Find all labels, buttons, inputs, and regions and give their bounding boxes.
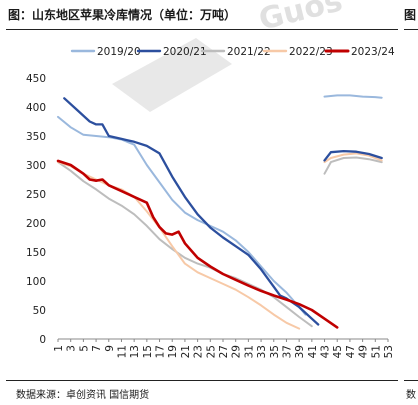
x-tick-label: 39 (294, 345, 306, 358)
x-tick-label: 23 (193, 345, 205, 358)
x-tick-label: 1 (53, 345, 65, 352)
y-tick-label: 400 (26, 102, 46, 114)
y-tick-label: 300 (26, 160, 46, 172)
y-tick-label: 0 (39, 334, 46, 346)
x-tick-label: 37 (281, 345, 293, 358)
x-tick-label: 21 (180, 345, 192, 358)
watermark-text: Guos (255, 0, 345, 38)
x-tick-label: 33 (256, 345, 268, 358)
cut-off-source: 数 (406, 390, 416, 401)
x-tick-label: 27 (218, 345, 230, 358)
y-tick-label: 250 (26, 189, 46, 201)
y-tick-label: 200 (26, 218, 46, 230)
bottom-divider-right (404, 380, 418, 381)
x-tick-label: 17 (155, 345, 167, 358)
y-tick-label: 450 (26, 73, 46, 85)
series-line (323, 149, 383, 162)
series-line (323, 94, 383, 99)
x-tick-label: 51 (370, 345, 382, 358)
chart-title: 图：山东地区苹果冷库情况（单位：万吨） (8, 8, 237, 22)
y-tick-label: 350 (26, 131, 46, 143)
x-tick-label: 15 (142, 345, 154, 358)
series-line (63, 97, 320, 326)
x-tick-label: 53 (383, 345, 395, 358)
series-line (56, 159, 339, 329)
x-tick-label: 11 (116, 345, 128, 358)
y-tick-label: 100 (26, 276, 46, 288)
cut-off-title: 图 (404, 8, 417, 22)
watermark-shape (112, 38, 232, 112)
series-line (57, 115, 307, 316)
x-tick-label: 43 (320, 345, 332, 358)
top-divider (6, 29, 398, 30)
x-tick-label: 49 (358, 345, 370, 358)
legend-label: 2023/24 (351, 46, 395, 58)
x-tick-label: 45 (332, 345, 344, 358)
x-tick-label: 5 (78, 345, 90, 352)
x-tick-label: 9 (104, 345, 116, 352)
source-note: 数据来源：卓创资讯 国信期货 (16, 390, 150, 401)
x-tick-label: 31 (243, 345, 255, 358)
bottom-divider (6, 380, 398, 381)
series-2020-21 (63, 97, 383, 326)
y-tick-label: 50 (33, 305, 46, 317)
legend-label: 2020/21 (163, 46, 207, 58)
x-tick-label: 35 (269, 345, 281, 358)
series-line (323, 152, 383, 164)
x-tick-label: 25 (205, 345, 217, 358)
series-2023-24 (56, 159, 339, 329)
x-tick-label: 29 (231, 345, 243, 358)
top-divider-right (404, 29, 418, 30)
x-tick-label: 7 (91, 345, 103, 352)
series-line (323, 156, 383, 175)
x-tick-label: 41 (307, 345, 319, 358)
y-tick-label: 150 (26, 247, 46, 259)
x-tick-label: 19 (167, 345, 179, 358)
legend-label: 2022/23 (289, 46, 333, 58)
legend: 2019/20 2020/21 2021/22 2022/23 2023/24 (70, 46, 395, 58)
series-2019-20 (57, 94, 383, 316)
x-tick-label: 47 (345, 345, 357, 358)
x-tick-label: 3 (66, 345, 78, 352)
legend-label: 2019/20 (97, 46, 141, 58)
legend-label: 2021/22 (227, 46, 271, 58)
x-tick-label: 13 (129, 345, 141, 358)
series-group (56, 94, 383, 330)
series-2022-23 (57, 152, 383, 330)
